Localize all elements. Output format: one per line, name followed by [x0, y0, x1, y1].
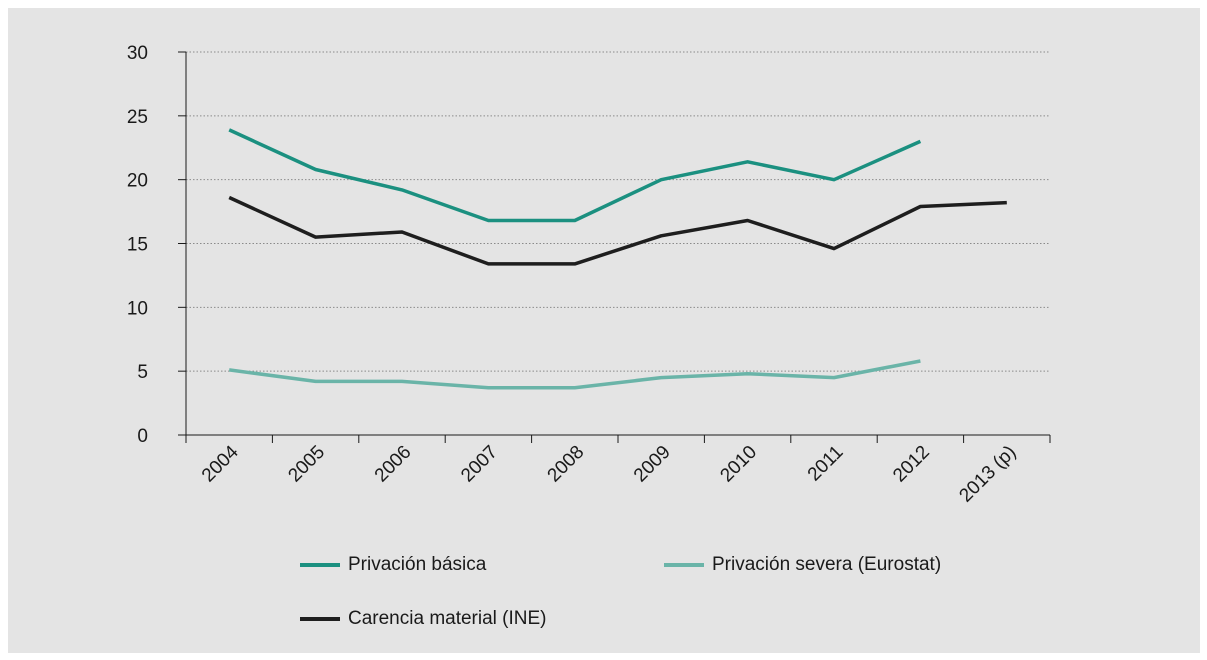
x-tick-label: 2005 [284, 442, 329, 487]
y-tick-label: 25 [127, 107, 148, 128]
y-tick-label: 15 [127, 235, 148, 256]
line-chart: 0 5 10 15 20 25 30 2004 2005 2006 2007 2008 2009 201… [127, 43, 1051, 507]
gridlines [186, 51, 1050, 372]
x-tick-label: 2008 [544, 442, 589, 487]
x-tick-label: 2010 [716, 442, 761, 487]
legend-item-privacion-severa: Privación severa (Eurostat) [664, 554, 941, 576]
x-tick-label: 2012 [889, 442, 934, 487]
x-tick-label: 2011 [804, 442, 848, 486]
x-axis-ticks: 2004 2005 2006 2007 2008 2009 2010 2011 2012 2013… [185, 435, 1051, 507]
series-line-0 [228, 128, 922, 223]
legend-swatch [300, 617, 340, 621]
series-line-1 [228, 359, 921, 390]
legend-item-carencia-material: Carencia material (INE) [300, 608, 547, 630]
legend-swatch [300, 563, 340, 567]
legend-swatch [664, 563, 704, 567]
x-tick-label: 2007 [457, 442, 502, 487]
chart-panel: 0 5 10 15 20 25 30 2004 2005 2006 2007 2008 2009 201… [8, 8, 1200, 653]
legend-item-privacion-basica: Privación básica [300, 554, 486, 576]
x-tick-label: 2013 (p) [955, 442, 1020, 507]
series-lines [228, 128, 1007, 390]
y-axis-ticks: 0 5 10 15 20 25 30 [127, 43, 186, 447]
x-tick-label: 2009 [630, 442, 675, 487]
y-tick-label: 5 [137, 362, 148, 383]
y-tick-label: 20 [127, 171, 148, 192]
legend-label: Privación básica [348, 554, 487, 575]
x-tick-label: 2006 [371, 442, 416, 487]
legend-label: Carencia material (INE) [348, 608, 547, 629]
y-tick-label: 0 [137, 426, 148, 447]
x-tick-label: 2004 [198, 441, 243, 486]
legend-label: Privación severa (Eurostat) [712, 554, 942, 575]
y-tick-label: 10 [127, 298, 148, 319]
series-line-2 [228, 195, 1007, 266]
y-tick-label: 30 [127, 43, 148, 64]
